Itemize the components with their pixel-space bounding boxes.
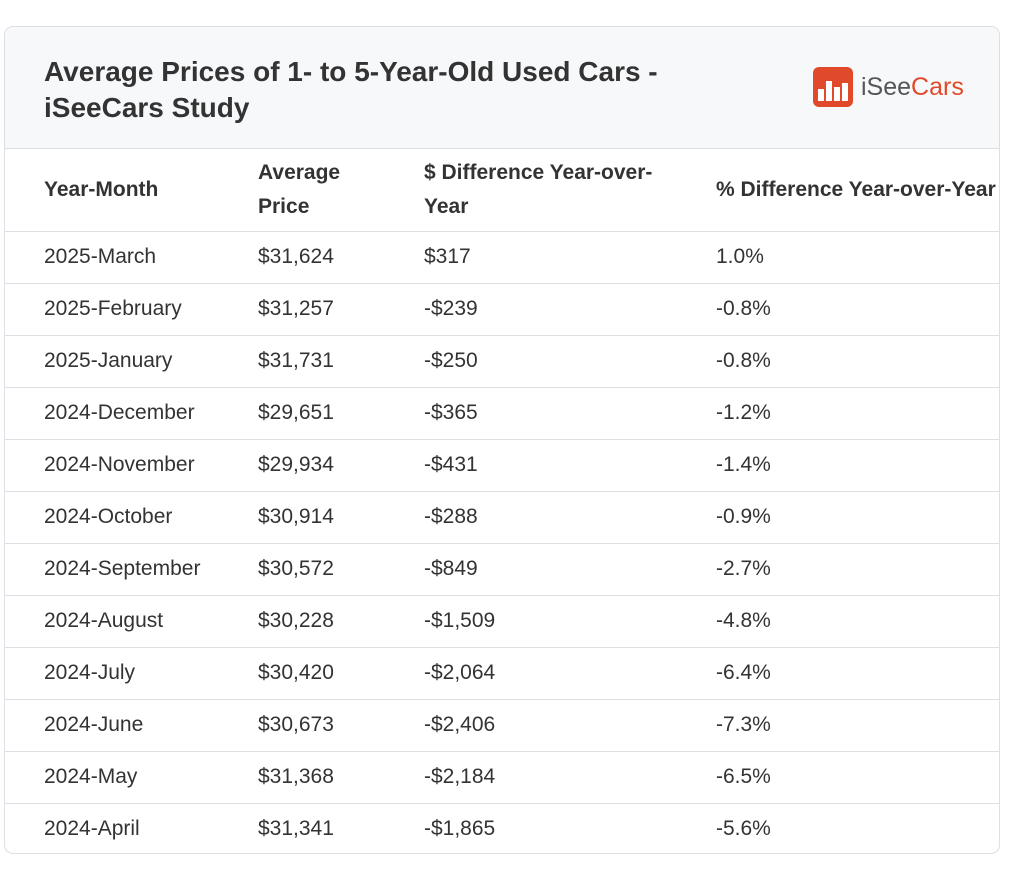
table-row: 2024-April $31,341 -$1,865 -5.6% [5, 803, 999, 853]
dollar-difference-cell: -$2,064 [385, 647, 677, 700]
price-table: Year-Month Average Price $ Difference Ye… [5, 149, 999, 853]
average-price-cell: $31,368 [219, 751, 385, 804]
percent-difference-cell: -1.4% [677, 439, 999, 492]
average-price-cell: $31,624 [219, 231, 385, 284]
year-month-cell: 2024-April [44, 817, 140, 841]
dollar-difference-cell: $317 [385, 231, 677, 284]
table-row: 2024-July $30,420 -$2,064 -6.4% [5, 647, 999, 700]
dollar-difference-cell: -$2,184 [385, 751, 677, 804]
table-row: 2024-May $31,368 -$2,184 -6.5% [5, 751, 999, 804]
dollar-difference-cell: -$239 [385, 283, 677, 336]
percent-difference-cell: -6.5% [677, 751, 999, 804]
dollar-difference-cell: -$1,509 [385, 595, 677, 648]
percent-difference-cell: -2.7% [677, 543, 999, 596]
dollar-difference-cell: -$2,406 [385, 699, 677, 752]
table-row: 2024-September $30,572 -$849 -2.7% [5, 543, 999, 596]
logo-suffix: Cars [911, 72, 964, 101]
year-month-cell: 2025-March [5, 231, 219, 284]
percent-difference-cell: -1.2% [677, 387, 999, 440]
average-price-cell: $30,228 [219, 595, 385, 648]
study-card: Average Prices of 1- to 5-Year-Old Used … [4, 26, 1000, 854]
average-price-cell: $31,341 [258, 817, 334, 841]
column-header-average-price: Average Price [219, 149, 385, 232]
percent-difference-cell: -0.8% [677, 283, 999, 336]
column-header-percent-difference: % Difference Year-over-Year [677, 149, 999, 232]
car-lot-icon [813, 67, 853, 107]
average-price-cell: $30,673 [219, 699, 385, 752]
dollar-difference-cell: -$250 [385, 335, 677, 388]
table-row: 2024-November $29,934 -$431 -1.4% [5, 439, 999, 492]
table-row: 2024-October $30,914 -$288 -0.9% [5, 491, 999, 544]
year-month-cell: 2024-July [5, 647, 219, 700]
table-body: 2025-March $31,624 $317 1.0% 2025-February $3… [5, 231, 999, 853]
percent-difference-cell: -0.9% [677, 491, 999, 544]
year-month-cell: 2024-October [5, 491, 219, 544]
iseecars-logo[interactable]: iSeeCars [813, 67, 964, 107]
average-price-cell: $30,420 [219, 647, 385, 700]
table-row: 2024-December $29,651 -$365 -1.2% [5, 387, 999, 440]
average-price-cell: $29,651 [219, 387, 385, 440]
year-month-cell: 2024-August [5, 595, 219, 648]
average-price-cell: $31,257 [219, 283, 385, 336]
year-month-cell: 2024-May [5, 751, 219, 804]
percent-difference-cell: -6.4% [677, 647, 999, 700]
percent-difference-cell: -7.3% [677, 699, 999, 752]
percent-difference-cell: -0.8% [677, 335, 999, 388]
table-row: 2025-January $31,731 -$250 -0.8% [5, 335, 999, 388]
average-price-cell: $29,934 [219, 439, 385, 492]
year-month-cell: 2024-December [5, 387, 219, 440]
percent-difference-cell: 1.0% [677, 231, 999, 284]
table-row: 2025-March $31,624 $317 1.0% [5, 231, 999, 284]
column-header-dollar-difference: $ Difference Year-over-Year [385, 149, 677, 232]
year-month-cell: 2025-February [5, 283, 219, 336]
column-header-year-month: Year-Month [5, 149, 219, 232]
average-price-cell: $30,914 [219, 491, 385, 544]
logo-wordmark: iSeeCars [861, 73, 964, 102]
percent-difference-cell: -4.8% [677, 595, 999, 648]
percent-difference-cell: -5.6% [716, 817, 771, 841]
dollar-difference-cell: -$849 [385, 543, 677, 596]
year-month-cell: 2025-January [5, 335, 219, 388]
table-header-row: Year-Month Average Price $ Difference Ye… [5, 149, 999, 232]
table-row: 2024-June $30,673 -$2,406 -7.3% [5, 699, 999, 752]
average-price-cell: $31,731 [219, 335, 385, 388]
year-month-cell: 2024-June [5, 699, 219, 752]
table-row: 2024-August $30,228 -$1,509 -4.8% [5, 595, 999, 648]
average-price-cell: $30,572 [219, 543, 385, 596]
card-header: Average Prices of 1- to 5-Year-Old Used … [5, 27, 999, 149]
dollar-difference-cell: -$431 [385, 439, 677, 492]
dollar-difference-cell: -$1,865 [424, 817, 496, 841]
dollar-difference-cell: -$288 [385, 491, 677, 544]
logo-prefix: iSee [861, 72, 912, 101]
year-month-cell: 2024-November [5, 439, 219, 492]
page-title: Average Prices of 1- to 5-Year-Old Used … [44, 56, 658, 123]
year-month-cell: 2024-September [5, 543, 219, 596]
dollar-difference-cell: -$365 [385, 387, 677, 440]
table-row: 2025-February $31,257 -$239 -0.8% [5, 283, 999, 336]
